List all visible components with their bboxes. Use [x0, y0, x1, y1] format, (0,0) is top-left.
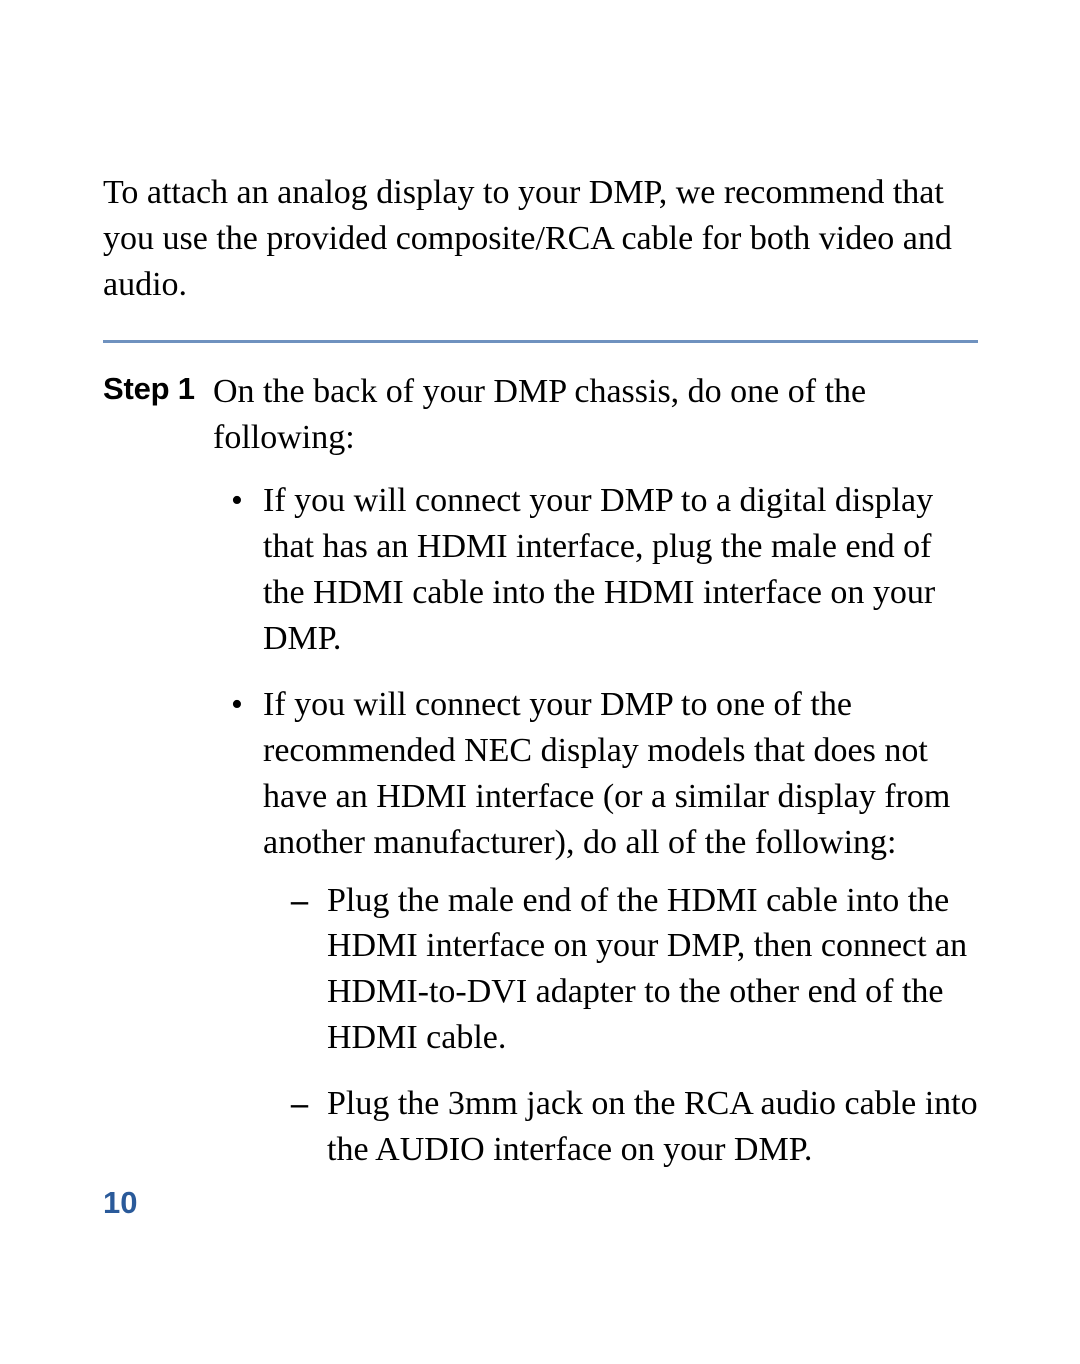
- dash-text: Plug the 3mm jack on the RCA audio cable…: [327, 1085, 978, 1168]
- dash-text: Plug the male end of the HDMI cable into…: [327, 882, 967, 1057]
- list-item: If you will connect your DMP to a digita…: [257, 478, 978, 662]
- horizontal-rule: [103, 340, 978, 343]
- step-body: On the back of your DMP chassis, do one …: [213, 369, 978, 1193]
- step-label: Step 1: [103, 369, 213, 407]
- list-item: Plug the male end of the HDMI cable into…: [327, 878, 978, 1062]
- list-item: If you will connect your DMP to one of t…: [257, 682, 978, 1173]
- page-number: 10: [103, 1185, 137, 1221]
- bullet-text: If you will connect your DMP to a digita…: [263, 482, 935, 657]
- page-content: To attach an analog display to your DMP,…: [103, 170, 978, 1193]
- step-lead: On the back of your DMP chassis, do one …: [213, 369, 978, 461]
- step-block: Step 1 On the back of your DMP chassis, …: [103, 369, 978, 1193]
- bullet-text: If you will connect your DMP to one of t…: [263, 686, 950, 861]
- bullet-list: If you will connect your DMP to a digita…: [213, 478, 978, 1172]
- intro-paragraph: To attach an analog display to your DMP,…: [103, 170, 978, 308]
- dash-list: Plug the male end of the HDMI cable into…: [263, 878, 978, 1173]
- list-item: Plug the 3mm jack on the RCA audio cable…: [327, 1081, 978, 1173]
